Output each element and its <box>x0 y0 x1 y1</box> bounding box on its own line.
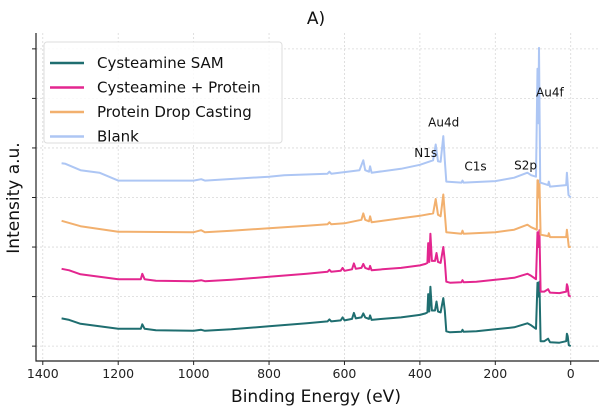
annotation-label: Au4d <box>428 116 459 130</box>
legend-label: Cysteamine + Protein <box>97 79 261 97</box>
series-lines <box>61 46 572 347</box>
chart-title: A) <box>307 9 325 29</box>
x-tick-label: 1200 <box>102 366 134 381</box>
annotation-label: N1s <box>414 146 437 160</box>
annotation-label: C1s <box>464 160 486 174</box>
peak-annotations: N1s Au4d C1s S2p Au4f <box>414 85 564 173</box>
y-axis-label: Intensity a.u. <box>4 142 24 253</box>
legend-label: Protein Drop Casting <box>97 103 252 121</box>
annotation-label: Au4f <box>536 85 564 99</box>
x-tick-label: 600 <box>333 366 357 381</box>
axis-lines <box>35 33 599 362</box>
axes: 1400 1200 1000 800 600 400 200 0 <box>27 33 599 381</box>
legend-label: Cysteamine SAM <box>97 54 224 72</box>
x-tick-label: 0 <box>567 366 575 381</box>
series-line-1 <box>61 229 572 298</box>
x-tick-label: 1000 <box>178 366 210 381</box>
x-axis-label: Binding Energy (eV) <box>231 387 401 407</box>
x-tick-label: 800 <box>257 366 281 381</box>
annotation-label: S2p <box>514 158 537 172</box>
grid <box>36 33 599 361</box>
x-tick-label: 400 <box>408 366 432 381</box>
legend-box <box>43 41 283 144</box>
series-line-3 <box>61 46 572 199</box>
x-tick-label: 1400 <box>27 366 59 381</box>
series-line-2 <box>61 179 571 248</box>
series-line-0 <box>61 280 572 347</box>
legend: Cysteamine SAM Cysteamine + Protein Protei… <box>43 41 283 146</box>
legend-label: Blank <box>97 128 139 146</box>
x-tick-label: 200 <box>483 366 507 381</box>
